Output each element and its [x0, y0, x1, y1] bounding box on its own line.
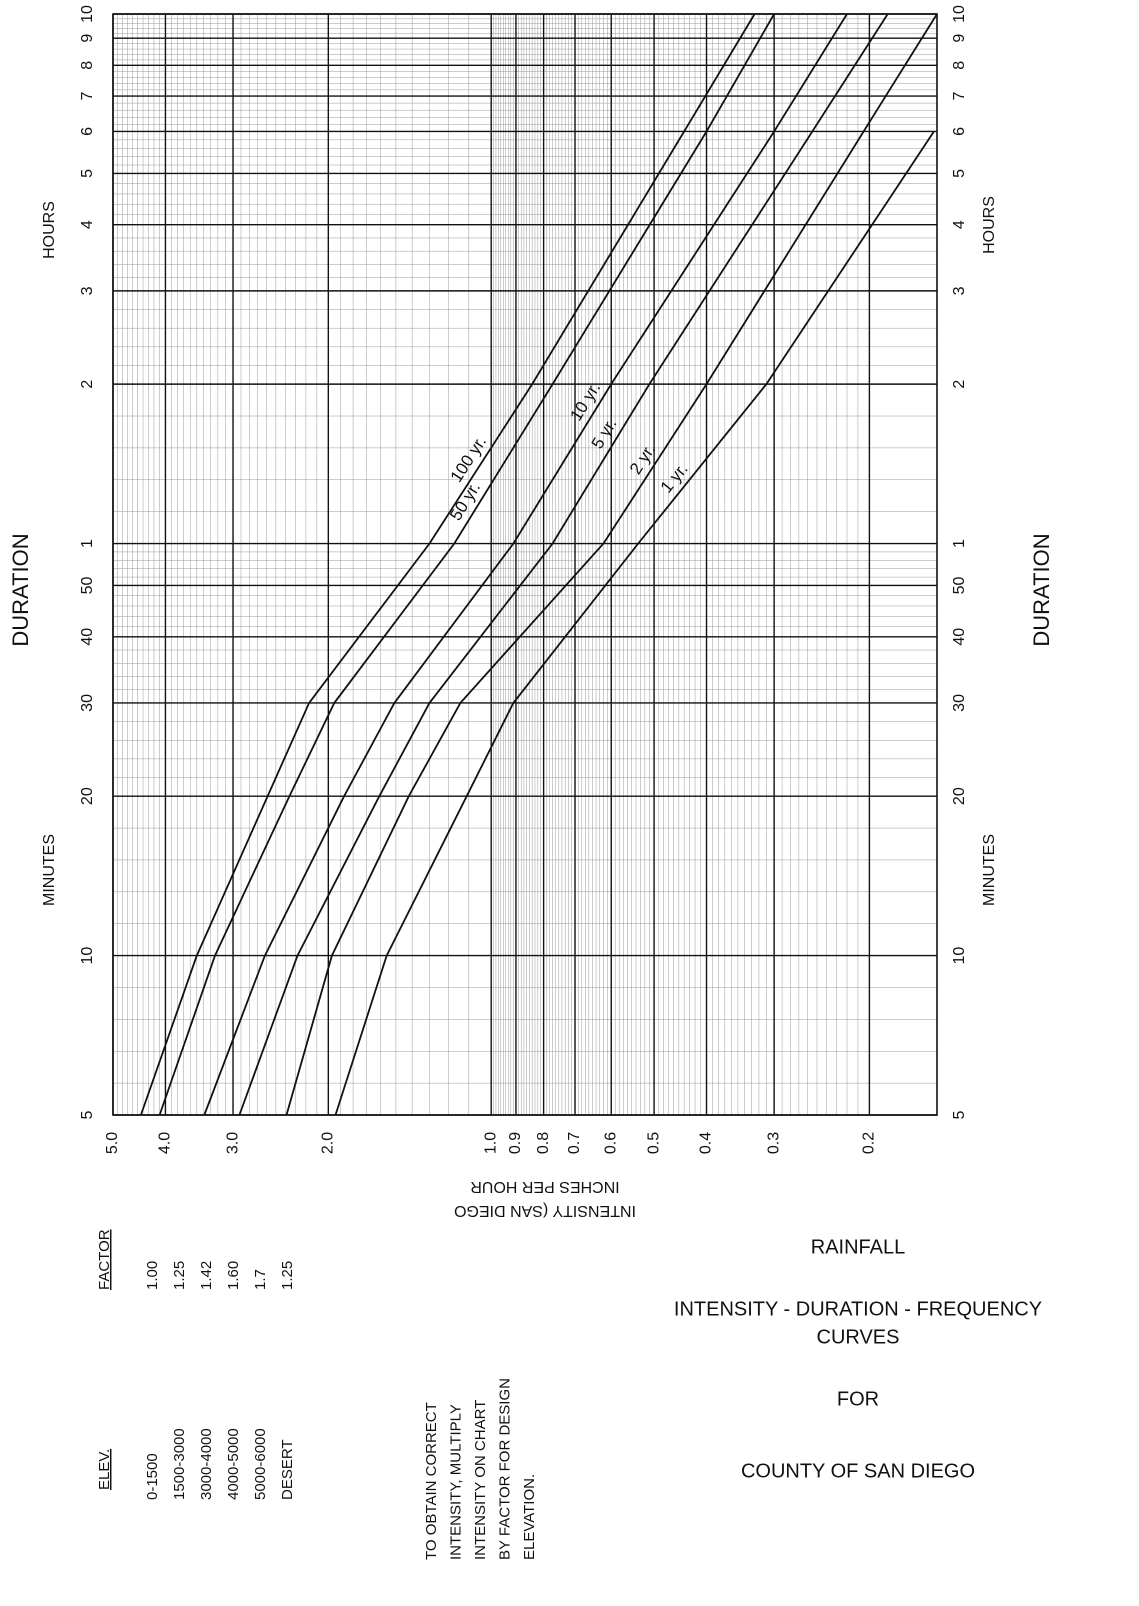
x-tick-label: 2.0 — [320, 1132, 337, 1154]
note-line: INTENSITY, MULTIPLY — [447, 1404, 464, 1560]
table-cell: 4000-5000 — [225, 1428, 242, 1500]
curve-label: 1 yr. — [657, 460, 692, 497]
table-cell: 0-1500 — [144, 1453, 161, 1500]
y-tick-label: 20 — [79, 787, 96, 805]
note-line: BY FACTOR FOR DESIGN — [496, 1378, 513, 1560]
curve — [285, 13, 938, 1116]
y-tick-label: 3 — [79, 286, 96, 295]
x-tick-label: 4.0 — [157, 1132, 174, 1154]
curve — [203, 13, 848, 1116]
x-tick-label: 3.0 — [224, 1132, 241, 1154]
curve-label: 10 yr. — [566, 379, 604, 424]
table-cell: 1500-3000 — [171, 1428, 188, 1500]
y-tick-label: 20 — [951, 787, 968, 805]
table-cell: 1.60 — [225, 1261, 242, 1290]
x-tick-label: 0.3 — [765, 1132, 782, 1154]
y-tick-label: 2 — [951, 380, 968, 389]
x-tick-label: 0.8 — [535, 1132, 552, 1154]
y-tick-label: 1 — [951, 539, 968, 548]
y-tick-label: 30 — [79, 694, 96, 712]
y-tick-label: 10 — [79, 947, 96, 965]
y-tick-label: 30 — [951, 694, 968, 712]
x-tick-label: 0.5 — [645, 1132, 662, 1154]
y-tick-label: 5 — [79, 169, 96, 178]
title: COUNTY OF SAN DIEGO — [741, 1460, 975, 1482]
x-tick-label: 1.0 — [482, 1132, 499, 1154]
axis-title: DURATION — [1029, 533, 1054, 646]
axis-unit: HOURS — [981, 196, 998, 254]
y-tick-label: 50 — [951, 576, 968, 594]
table-cell: 1.25 — [279, 1261, 296, 1290]
y-tick-label: 40 — [951, 628, 968, 646]
axis-title: DURATION — [8, 533, 33, 646]
note-line: TO OBTAIN CORRECT — [423, 1402, 440, 1560]
y-tick-label: 10 — [951, 947, 968, 965]
y-tick-label: 8 — [79, 61, 96, 70]
table-header: ELEV. — [96, 1449, 113, 1490]
y-tick-label: 8 — [951, 61, 968, 70]
table-cell: 1.42 — [198, 1261, 215, 1290]
y-tick-label: 3 — [951, 286, 968, 295]
table-cell: 1.7 — [252, 1269, 269, 1290]
axis-title: INCHES PER HOUR — [470, 1178, 619, 1195]
curve — [334, 131, 935, 1116]
curve — [158, 13, 775, 1116]
table-cell: 5000-6000 — [252, 1428, 269, 1500]
y-tick-label: 5 — [951, 1110, 968, 1119]
x-tick-label: 5.0 — [104, 1132, 121, 1154]
title: FOR — [837, 1388, 879, 1410]
table-cell: DESERT — [279, 1439, 296, 1500]
grid — [112, 13, 937, 1116]
table-cell: 1.00 — [144, 1261, 161, 1290]
y-tick-label: 10 — [79, 5, 96, 23]
table-cell: 3000-4000 — [198, 1428, 215, 1500]
y-tick-label: 1 — [79, 539, 96, 548]
note-line: INTENSITY ON CHART — [472, 1400, 489, 1560]
axis-unit: HOURS — [41, 201, 58, 259]
y-tick-label: 50 — [79, 576, 96, 594]
axis-unit: MINUTES — [41, 834, 58, 906]
y-tick-label: 6 — [951, 127, 968, 136]
y-tick-label: 7 — [79, 91, 96, 100]
y-tick-label: 9 — [951, 34, 968, 43]
x-tick-label: 0.7 — [566, 1132, 583, 1154]
y-tick-label: 9 — [79, 34, 96, 43]
curve — [140, 13, 756, 1116]
curve — [238, 13, 889, 1116]
table-cell: 1.25 — [171, 1261, 188, 1290]
y-tick-label: 2 — [79, 380, 96, 389]
table-header: FACTOR — [96, 1229, 113, 1290]
title: RAINFALL — [811, 1236, 905, 1258]
y-tick-label: 4 — [79, 220, 96, 229]
y-tick-label: 40 — [79, 628, 96, 646]
y-tick-label: 4 — [951, 220, 968, 229]
axis-unit: MINUTES — [981, 834, 998, 906]
axis-title: INTENSITY (SAN DIEGO — [454, 1202, 636, 1219]
title: CURVES — [817, 1326, 900, 1348]
y-tick-label: 5 — [951, 169, 968, 178]
curve-label: 50 yr. — [446, 479, 484, 524]
y-tick-label: 10 — [951, 5, 968, 23]
x-tick-label: 0.4 — [698, 1132, 715, 1154]
y-tick-label: 6 — [79, 127, 96, 136]
x-tick-label: 0.9 — [507, 1132, 524, 1154]
x-tick-label: 0.6 — [602, 1132, 619, 1154]
note-line: ELEVATION. — [521, 1474, 538, 1560]
x-tick-label: 0.2 — [861, 1132, 878, 1154]
title: INTENSITY - DURATION - FREQUENCY — [674, 1298, 1042, 1320]
plot-frame — [112, 13, 938, 1116]
y-tick-label: 7 — [951, 91, 968, 100]
y-tick-label: 5 — [79, 1110, 96, 1119]
